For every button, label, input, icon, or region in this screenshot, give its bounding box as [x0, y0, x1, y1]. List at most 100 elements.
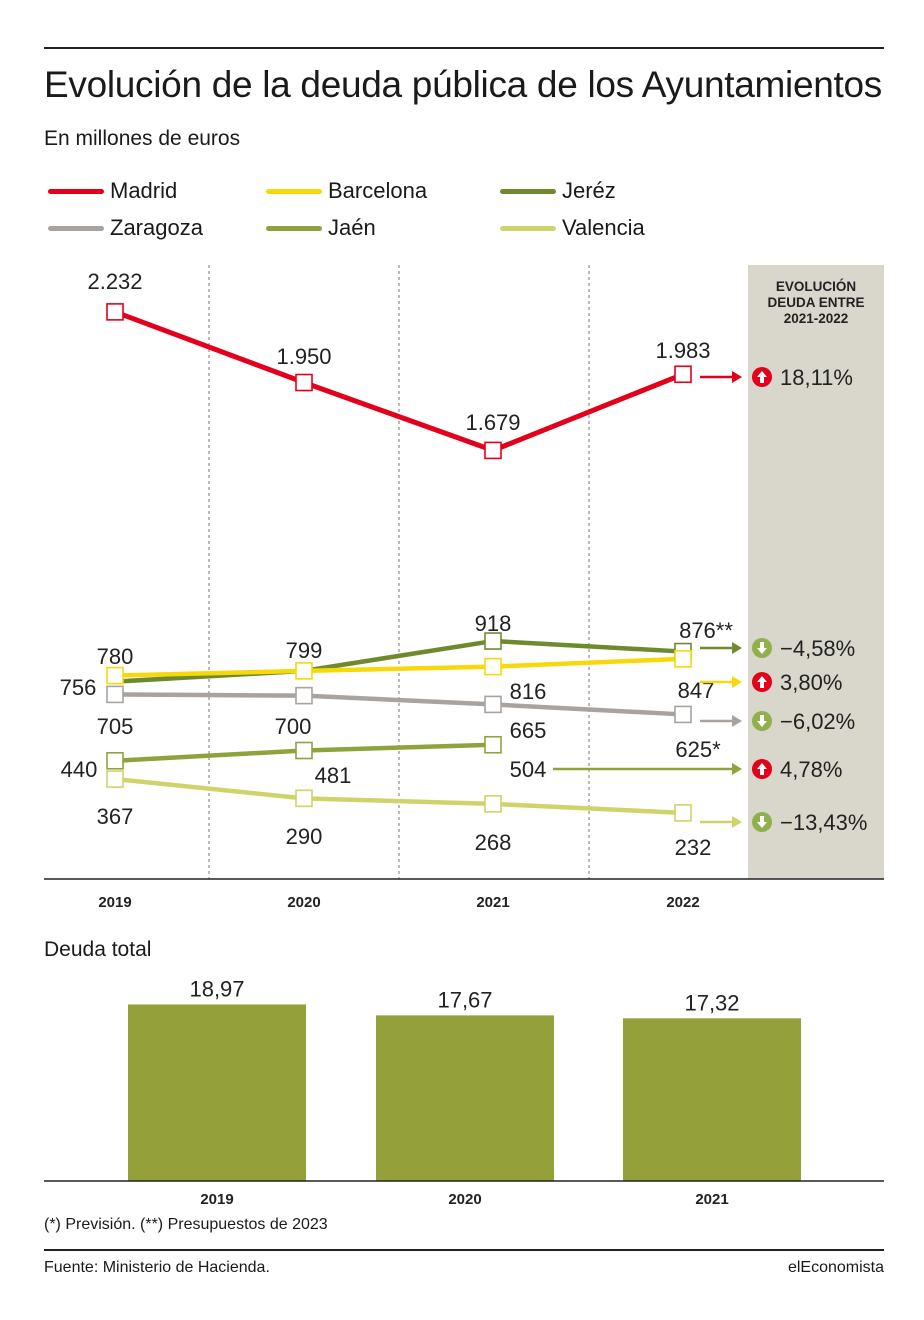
data-label-zaragoza: 625* [675, 737, 721, 762]
series-line-barcelona [112, 656, 686, 678]
arrow-up-glyph [757, 371, 767, 383]
legend-swatch [500, 225, 556, 231]
point-marker-jerez [484, 632, 502, 650]
change-value-madrid: 18,11% [780, 365, 853, 390]
data-label-valencia: 232 [675, 835, 712, 860]
point-marker-madrid [106, 303, 124, 321]
point-marker-barcelona [484, 657, 502, 676]
legend-label: Madrid [110, 178, 178, 203]
panel-title-line: EVOLUCIÓN [776, 279, 856, 294]
legend-swatch [266, 188, 322, 194]
source-text: Fuente: Ministerio de Hacienda. [44, 1259, 270, 1276]
data-label-jaen: 481 [315, 763, 352, 788]
point-marker-jaen [106, 751, 124, 770]
chart-title: Evolución de la deuda pública de los Ayu… [44, 64, 882, 105]
change-value-zaragoza: −6,02% [780, 709, 855, 734]
change-value-jaen: 4,78% [780, 757, 842, 782]
arrow-head-icon [732, 763, 742, 775]
series-line-madrid [112, 309, 686, 453]
legend-swatch [48, 225, 104, 231]
data-label-madrid: 1.983 [655, 338, 710, 363]
point-marker-madrid [484, 441, 502, 460]
legend-swatch [266, 225, 322, 231]
data-label-jerez: 756 [60, 675, 97, 700]
point-marker-madrid [295, 373, 313, 392]
bar-2021 [623, 1018, 801, 1181]
arrow-head-icon [732, 642, 742, 654]
legend-item-madrid: Madrid [48, 178, 177, 204]
point-marker-valencia [106, 770, 124, 788]
data-label-madrid: 1.679 [465, 410, 520, 435]
data-label-jerez: 918 [475, 611, 512, 636]
arrow-head-icon [732, 715, 742, 727]
legend-item-zaragoza: Zaragoza [48, 215, 203, 241]
legend-label: Barcelona [328, 178, 428, 203]
footnote: (*) Previsión. (**) Presupuestos de 2023 [44, 1216, 328, 1233]
point-marker-zaragoza [295, 686, 313, 705]
arrow-head-icon [732, 371, 742, 383]
bottom-rule [44, 1249, 884, 1251]
point-marker-valencia [674, 804, 692, 822]
legend-label: Zaragoza [110, 215, 203, 240]
series-line-valencia [112, 776, 686, 816]
legend-label: Jaén [328, 215, 376, 240]
point-marker-jaen [484, 735, 502, 754]
bar-category-label: 2021 [695, 1191, 728, 1208]
data-label-zaragoza: 665 [510, 718, 547, 743]
legend-swatch [48, 188, 104, 194]
arrow-up-glyph [757, 763, 767, 775]
point-marker-barcelona [106, 666, 124, 685]
brand-logo-text: elEconomista [787, 1259, 884, 1276]
point-marker-zaragoza [484, 695, 502, 714]
change-panel [748, 265, 884, 879]
bar-category-label: 2019 [200, 1191, 233, 1208]
chart-subtitle: En millones de euros [44, 127, 241, 150]
panel-title-line: DEUDA ENTRE [767, 295, 864, 310]
series-line-zaragoza [112, 692, 686, 717]
point-marker-valencia [295, 789, 313, 808]
arrow-head-icon [732, 676, 742, 688]
data-label-barcelona: 780 [97, 644, 134, 669]
top-rule [44, 47, 884, 49]
point-marker-barcelona [295, 662, 313, 680]
legend-label: Valencia [562, 215, 645, 240]
data-label-madrid: 2.232 [87, 269, 142, 294]
data-label-zaragoza: 700 [275, 714, 312, 739]
data-label-valencia: 268 [475, 830, 512, 855]
point-marker-zaragoza [674, 705, 692, 724]
legend-item-barcelona: Barcelona [266, 178, 427, 204]
arrow-down-glyph [757, 715, 767, 727]
point-marker-zaragoza [106, 685, 124, 704]
point-marker-jaen [295, 741, 313, 760]
panel-title-line: 2021-2022 [784, 311, 849, 326]
x-tick-label: 2022 [666, 894, 699, 911]
data-label-barcelona: 816 [510, 679, 547, 704]
change-value-barcelona: 3,80% [780, 670, 842, 695]
point-marker-valencia [484, 795, 502, 813]
legend-label: Jeréz [562, 178, 616, 203]
change-value-valencia: −13,43% [780, 810, 867, 835]
legend-swatch [500, 188, 556, 194]
bar-value-label: 18,97 [189, 976, 244, 1001]
bar-value-label: 17,32 [684, 990, 739, 1015]
data-label-valencia: 367 [97, 804, 134, 829]
arrow-down-glyph [757, 642, 767, 654]
legend-item-valencia: Valencia [500, 215, 645, 241]
x-tick-label: 2020 [287, 894, 320, 911]
x-tick-label: 2019 [98, 894, 131, 911]
arrow-head-icon [732, 816, 742, 828]
arrow-up-glyph [757, 676, 767, 688]
data-label-valencia: 290 [286, 824, 323, 849]
bar-2019 [128, 1004, 306, 1181]
change-value-jerez: −4,58% [780, 636, 855, 661]
data-label-jaen: 504 [510, 757, 547, 782]
data-label-zaragoza: 705 [97, 714, 134, 739]
data-label-jerez: 876** [679, 618, 733, 643]
legend-item-jaen: Jaén [266, 215, 376, 241]
series-line-jerez [112, 638, 686, 684]
point-marker-madrid [674, 365, 692, 384]
arrow-down-glyph [757, 816, 767, 828]
bar-2020 [376, 1015, 554, 1181]
